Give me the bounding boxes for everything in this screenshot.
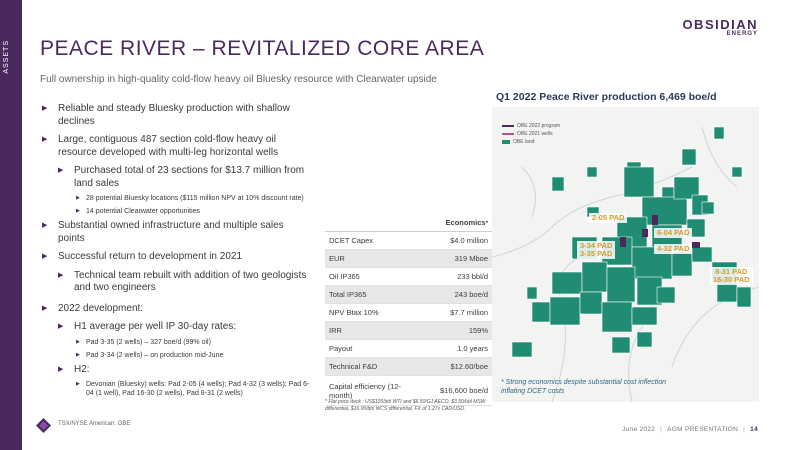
pad-label-2-05: 2-05 PAD <box>589 213 628 223</box>
logo-main-text: OBSIDIAN <box>682 17 758 32</box>
economics-header-mark: * <box>485 220 488 227</box>
row-value: 319 Mboe <box>454 254 488 263</box>
row-value: $7.7 million <box>450 308 488 317</box>
slide-title: PEACE RIVER – REVITALIZED CORE AREA <box>40 37 485 60</box>
bullet-item: Reliable and steady Bluesky production w… <box>42 103 312 128</box>
sub-bullet-item: Purchased total of 23 sections for $13.7… <box>58 165 312 190</box>
row-value: 1.0 years <box>457 344 488 353</box>
legend-label: OBE 2022 program <box>517 123 561 129</box>
slide-subtitle: Full ownership in high-quality cold-flow… <box>40 74 437 85</box>
legend-label: OBE land <box>513 139 535 145</box>
pad-label-3-34: 3-34 PAD 3-35 PAD <box>577 241 616 259</box>
price-deck-footnote: * Flat price deck : US$105/bbl WTI and $… <box>325 399 486 412</box>
table-row: Payout 1.0 years <box>325 340 492 358</box>
pad-label-4-32: 4-32 PAD <box>654 244 693 254</box>
economics-note: * Strong economics despite substantial c… <box>501 379 666 395</box>
sub-sub-bullet-item: Devonian (Bluesky) wells: Pad 2-05 (4 we… <box>76 380 312 398</box>
sub-sub-bullet-item: Pad 3-35 (2 wells) – 327 boe/d (99% oil) <box>76 338 312 347</box>
map-legend: OBE 2022 program OBE 2021 wells OBE land <box>502 122 560 146</box>
sub-sub-bullet-item: 14 potential Clearwater opportunities <box>76 207 312 216</box>
pad-label-3-34-text: 3-34 PAD <box>580 241 613 250</box>
row-label: EUR <box>329 254 345 263</box>
footer-presentation: AGM PRESENTATION <box>667 426 739 433</box>
table-row: DCET Capex $4.0 million <box>325 232 492 250</box>
company-logo: OBSIDIAN ENERGY <box>682 17 758 37</box>
legend-label: OBE 2021 wells <box>517 131 553 137</box>
table-row: EUR 319 Mboe <box>325 250 492 268</box>
legend-item: OBE 2021 wells <box>502 130 560 138</box>
row-value: 159% <box>468 326 488 335</box>
legend-swatch <box>502 125 514 127</box>
row-value: $16,600 boe/d <box>440 386 488 395</box>
bullet-item: Large, contiguous 487 section cold-flow … <box>42 134 312 159</box>
row-value: $4.0 million <box>450 236 488 245</box>
row-value: 243 boe/d <box>454 290 488 299</box>
footer-separator: | <box>660 426 663 433</box>
table-row: Technical F&D $12.60/boe <box>325 358 492 376</box>
table-row: Total IP365 243 boe/d <box>325 286 492 304</box>
economics-header: Economics * <box>325 212 492 232</box>
bullet-item: Successful return to development in 2021 <box>42 251 312 264</box>
economics-header-text: Economics <box>445 218 486 227</box>
pad-label-8-31-text: 8-31 PAD <box>715 267 748 276</box>
bullet-item: Substantial owned infrastructure and mul… <box>42 220 312 245</box>
sub-bullet-item: H1 average per well IP 30-day rates: <box>58 321 312 334</box>
footer-separator: | <box>743 426 746 433</box>
obsidian-mark-icon <box>36 418 51 433</box>
map-graphic <box>492 126 759 402</box>
row-label: Oil IP365 <box>329 272 360 281</box>
table-row: Oil IP365 233 bbl/d <box>325 268 492 286</box>
pad-label-16-30-text: 16-30 PAD <box>713 275 750 284</box>
legend-swatch <box>502 133 514 135</box>
legend-item: OBE land <box>502 138 560 146</box>
pad-label-8-31: 8-31 PAD 16-30 PAD <box>710 267 753 285</box>
sub-sub-bullet-item: Pad 3-34 (2 wells) – on production mid-J… <box>76 351 312 360</box>
footer-info: June 2022 | AGM PRESENTATION | 14 <box>622 426 758 433</box>
pad-label-3-35-text: 3-35 PAD <box>580 249 613 258</box>
row-value: 233 bbl/d <box>457 272 488 281</box>
bullet-list: Reliable and steady Bluesky production w… <box>42 103 312 402</box>
section-label: ASSETS <box>3 40 10 74</box>
ticker-text: TSX/NYSE American: OBE <box>58 421 131 427</box>
economics-table: Economics * DCET Capex $4.0 million EUR 319… <box>325 212 492 406</box>
row-label: Capital efficiency (12-month) <box>329 381 401 400</box>
row-label: IRR <box>329 326 342 335</box>
row-value: $12.60/boe <box>450 362 488 371</box>
sub-sub-bullet-item: 28 potential Bluesky locations ($115 mil… <box>76 194 312 203</box>
row-label: Payout <box>329 344 353 353</box>
row-label: DCET Capex <box>329 236 374 245</box>
footer-date: June 2022 <box>622 426 656 433</box>
pad-label-6-04: 6-04 PAD <box>654 228 693 238</box>
legend-item: OBE 2022 program <box>502 122 560 130</box>
map-title: Q1 2022 Peace River production 6,469 boe… <box>496 91 717 103</box>
logo-sub-text: ENERGY <box>726 31 758 37</box>
page-number: 14 <box>750 426 758 433</box>
sub-bullet-item: H2: <box>58 364 312 377</box>
row-label: NPV Btax 10% <box>329 308 379 317</box>
legend-swatch <box>502 140 510 144</box>
sidebar: ASSETS <box>0 0 22 450</box>
table-row: Capital efficiency (12-month) $16,600 boe… <box>325 376 492 406</box>
bullet-item: 2022 development: <box>42 303 312 316</box>
land-map: OBE 2022 program OBE 2021 wells OBE land… <box>492 107 759 402</box>
table-row: NPV Btax 10% $7.7 million <box>325 304 492 322</box>
row-label: Technical F&D <box>329 362 378 371</box>
table-row: IRR 159% <box>325 322 492 340</box>
sub-bullet-item: Technical team rebuilt with addition of … <box>58 270 312 295</box>
row-label: Total IP365 <box>329 290 367 299</box>
economics-rows: DCET Capex $4.0 million EUR 319 Mboe Oil I… <box>325 232 492 406</box>
